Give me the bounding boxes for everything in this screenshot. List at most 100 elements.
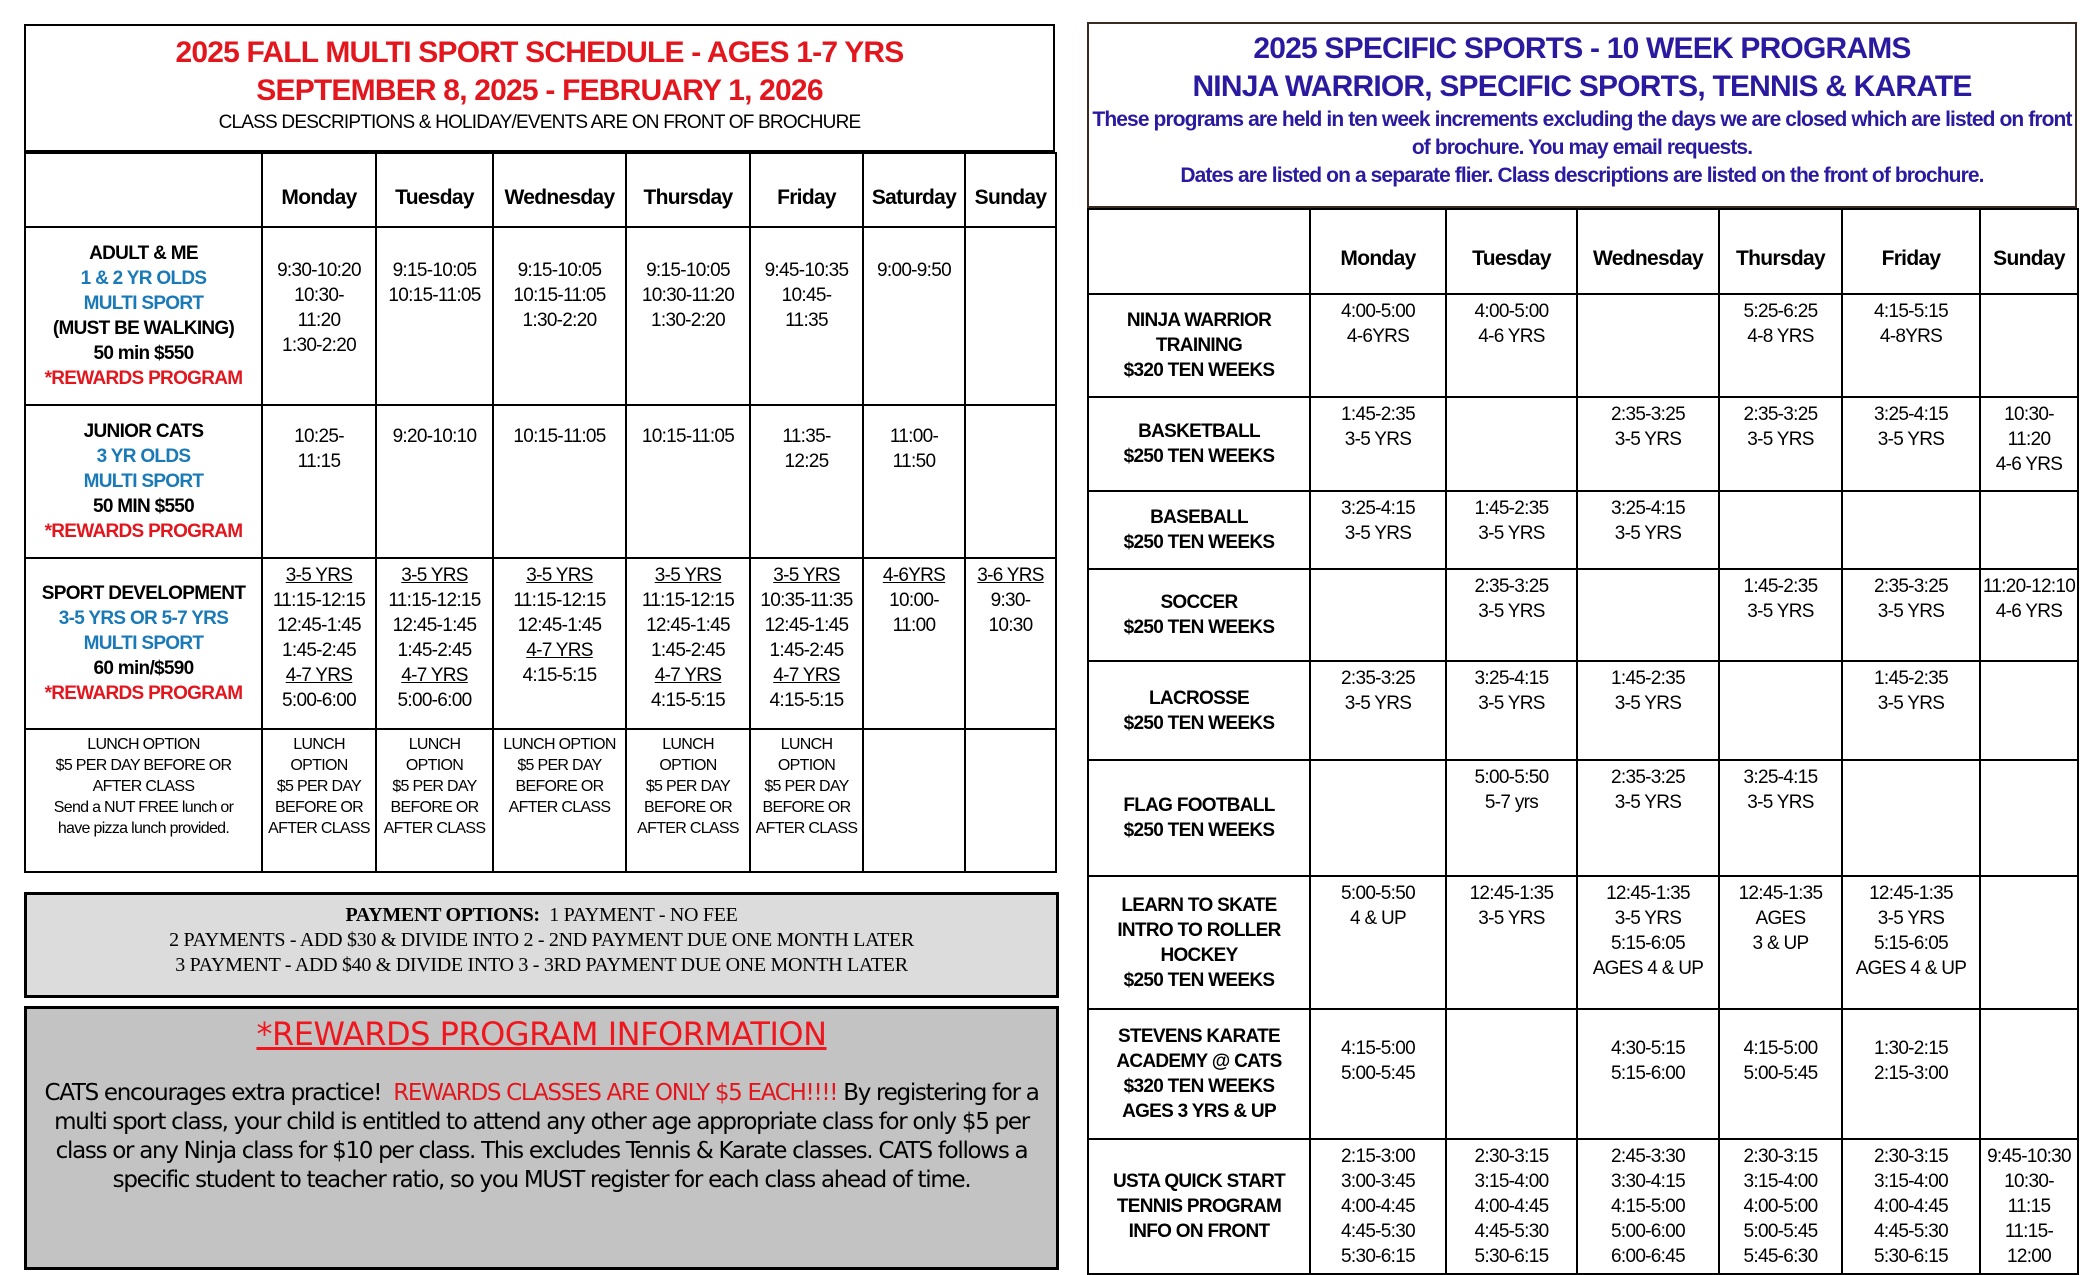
class-time: 3-5 YRS: [1747, 429, 1814, 450]
schedule-cell-tuesday: 4:00-5:00 4-6 YRS: [1445, 293, 1578, 398]
table-row: LACROSSE $250 TEN WEEKS 2:35-3:25 3-5 YRS 3:…: [1087, 660, 2079, 761]
class-time: 10:15-11:05: [513, 285, 606, 306]
class-time: 1:45-2:45: [397, 640, 473, 661]
schedule-cell-tuesday: 2:30-3:15 3:15-4:00 4:00-4:45 4:45-5:30 5:30…: [1445, 1138, 1578, 1275]
class-time: 4:00-5:00: [1341, 301, 1416, 322]
program-label-line: INTRO TO ROLLER: [1117, 919, 1281, 941]
class-time: 1:30-2:20: [651, 310, 726, 331]
day-header-friday: Friday: [1841, 208, 1981, 295]
class-time: $5 PER DAY: [392, 778, 477, 795]
schedule-cell-wednesday: 2:35-3:25 3-5 YRS: [1576, 396, 1720, 492]
class-time: 11:15-12:15: [513, 590, 606, 611]
class-time: 9:00-9:50: [877, 260, 952, 281]
day-header-thursday: Thursday: [625, 152, 751, 228]
class-time: 2:35-3:25: [1743, 404, 1819, 425]
class-time: 3 & UP: [1752, 933, 1810, 954]
program-label-line: $250 TEN WEEKS: [1123, 969, 1275, 991]
day-header-monday: Monday: [261, 152, 377, 228]
table-row: LUNCH OPTION $5 PER DAY BEFORE OR AFTER CL…: [24, 728, 1057, 873]
program-label-line: $250 TEN WEEKS: [1123, 617, 1275, 638]
specific-sports-table: Monday Tuesday Wednesday Thursday Friday Sund…: [1087, 208, 2079, 1275]
class-time: 3:25-4:15: [1611, 498, 1686, 519]
schedule-cell-sunday: 10:30- 11:20 4-6 YRS: [1979, 396, 2079, 492]
program-label: LACROSSE $250 TEN WEEKS: [1087, 660, 1311, 761]
class-time: 12:45-1:45: [764, 615, 850, 636]
class-time: 4:15-5:15: [522, 665, 598, 686]
class-time: 11:00: [892, 615, 936, 636]
class-time: 4:15-5:00: [1743, 1038, 1819, 1059]
schedule-cell-thursday: 12:45-1:35 AGES 3 & UP: [1718, 875, 1843, 1010]
class-time: AGES 4 & UP: [1592, 958, 1704, 979]
table-row: BASKETBALL $250 TEN WEEKS 1:45-2:35 3-5 YRS…: [1087, 396, 2079, 492]
class-time: 10:15-11:05: [641, 426, 735, 447]
class-time: LUNCH OPTION: [503, 736, 616, 753]
class-time: 1:30-2:20: [522, 310, 598, 331]
class-time: 9:15-10:05: [646, 260, 731, 281]
specific-sports-desc: These programs are held in ten week incr…: [1092, 108, 2072, 159]
class-time: 11:20-12:10: [1982, 576, 2076, 597]
schedule-cell-tuesday: 3-5 YRS 11:15-12:15 12:45-1:45 1:45-2:45 4-7…: [375, 557, 494, 730]
class-time: 1:45-2:45: [651, 640, 726, 661]
schedule-cell-wednesday: 2:45-3:30 3:30-4:15 4:15-5:00 5:00-6:00 6:00…: [1576, 1138, 1720, 1275]
table-row: SOCCER $250 TEN WEEKS 2:35-3:25 3-5 YRS 1:45…: [1087, 568, 2079, 662]
class-time: 4:15-5:15: [1874, 301, 1949, 322]
class-time: 4-6 YRS: [1478, 326, 1545, 347]
class-time: 2:30-3:15: [1743, 1146, 1819, 1167]
schedule-cell-friday: 11:35- 12:25: [749, 404, 864, 559]
class-time: 4:00-4:45: [1474, 1196, 1550, 1217]
class-time: 3:15-4:00: [1474, 1171, 1550, 1192]
class-time: 2:35-3:25: [1474, 576, 1550, 597]
class-time: $5 PER DAY: [645, 778, 731, 795]
payment-option-2: 2 PAYMENTS - ADD $30 & DIVIDE INTO 2 - 2…: [169, 929, 914, 951]
class-time: 3-5 YRS: [1877, 429, 1945, 450]
schedule-cell-thursday: 5:25-6:25 4-8 YRS: [1718, 293, 1843, 398]
class-time: 12:45-1:35: [1606, 883, 1691, 904]
class-time: 5:00-5:45: [1743, 1221, 1819, 1242]
schedule-cell-thursday: LUNCH OPTION $5 PER DAY BEFORE OR AFTER CLAS…: [625, 728, 751, 873]
class-time: 1:45-2:35: [1611, 668, 1686, 689]
class-time: 3:25-4:15: [1341, 498, 1416, 519]
table-row: BASEBALL $250 TEN WEEKS 3:25-4:15 3-5 YRS 1:…: [1087, 490, 2079, 570]
schedule-cell-tuesday: 3:25-4:15 3-5 YRS: [1445, 660, 1578, 761]
day-header-thursday: Thursday: [1718, 208, 1843, 295]
class-time: 5:25-6:25: [1743, 301, 1819, 322]
schedule-cell-wednesday: 10:15-11:05: [492, 404, 627, 559]
schedule-cell-sunday: 11:20-12:10 4-6 YRS: [1979, 568, 2079, 662]
schedule-cell-tuesday: 1:45-2:35 3-5 YRS: [1445, 490, 1578, 570]
program-label-line: LACROSSE: [1149, 687, 1250, 709]
schedule-cell-monday: 2:35-3:25 3-5 YRS: [1309, 660, 1447, 761]
class-time: 9:20-10:10: [392, 426, 478, 447]
multi-sport-table: Monday Tuesday Wednesday Thursday Friday Satu…: [24, 152, 1057, 873]
class-time: 11:15-12:15: [272, 590, 366, 611]
class-time: 5:00-5:45: [1743, 1063, 1819, 1084]
schedule-cell-monday: 3:25-4:15 3-5 YRS: [1309, 490, 1447, 570]
class-time: AGES: [1755, 908, 1807, 929]
class-time: 4 & UP: [1350, 908, 1407, 929]
class-time: LUNCH: [780, 736, 833, 753]
payment-option-1: 1 PAYMENT - NO FEE: [549, 904, 738, 926]
class-time: 11:15: [297, 451, 341, 472]
multi-sport-dates: SEPTEMBER 8, 2025 - FEBRUARY 1, 2026: [256, 74, 823, 107]
class-time: OPTION: [405, 757, 464, 774]
class-time: OPTION: [777, 757, 836, 774]
class-time: 4-8 YRS: [1747, 326, 1814, 347]
class-time: AFTER CLASS: [755, 820, 858, 837]
program-label-line: FLAG FOOTBALL: [1123, 795, 1275, 816]
class-time: 11:35: [785, 310, 828, 331]
table-row: STEVENS KARATE ACADEMY @ CATS $320 TEN WEE…: [1087, 1008, 2079, 1140]
schedule-cell-wednesday: 4:30-5:15 5:15-6:00: [1576, 1008, 1720, 1140]
program-label-line: $320 TEN WEEKS: [1123, 360, 1275, 381]
class-time: 1:45-2:45: [769, 640, 845, 661]
schedule-cell-friday: 4:15-5:15 4-8YRS: [1841, 293, 1981, 398]
class-time: 10:30-: [294, 285, 344, 306]
class-time: 3-5 YRS: [1344, 429, 1412, 450]
day-header-tuesday: Tuesday: [1445, 208, 1578, 295]
program-label-line: $250 TEN WEEKS: [1123, 532, 1275, 553]
specific-sports-header: 2025 SPECIFIC SPORTS - 10 WEEK PROGRAMS …: [1087, 22, 2077, 208]
schedule-cell-wednesday: [1576, 568, 1720, 662]
rewards-program-info: *REWARDS PROGRAM INFORMATION CATS encour…: [24, 1006, 1059, 1270]
class-time: 4:15-5:00: [1341, 1038, 1416, 1059]
program-label-line: AFTER CLASS: [92, 778, 195, 795]
schedule-cell-thursday: 1:45-2:35 3-5 YRS: [1718, 568, 1843, 662]
program-label-line: *REWARDS PROGRAM: [44, 368, 244, 389]
